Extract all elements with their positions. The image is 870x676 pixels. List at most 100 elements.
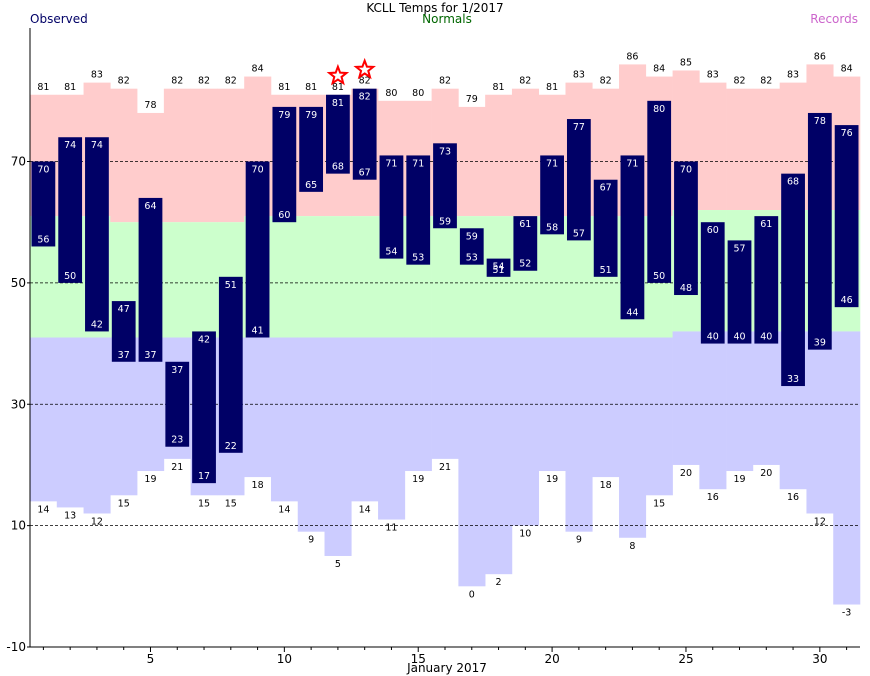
record-high-label: 82 bbox=[733, 76, 745, 87]
y-tick-label: 70 bbox=[11, 155, 26, 169]
record-high-label: 82 bbox=[359, 76, 371, 87]
observed-high-label: 71 bbox=[546, 158, 558, 169]
record-low-band bbox=[83, 337, 111, 514]
observed-low-label: 37 bbox=[144, 350, 156, 361]
observed-bar bbox=[352, 88, 377, 180]
observed-low-label: 46 bbox=[841, 295, 853, 306]
normal-band bbox=[351, 216, 379, 338]
observed-high-label: 57 bbox=[733, 243, 745, 254]
record-low-band bbox=[592, 337, 620, 478]
record-high-band bbox=[511, 88, 540, 217]
record-low-label: 19 bbox=[144, 474, 156, 485]
observed-bar bbox=[566, 119, 591, 241]
record-high-label: 80 bbox=[412, 88, 424, 99]
record-low-label: 20 bbox=[760, 468, 772, 479]
observed-bars bbox=[31, 88, 859, 484]
record-low-label: 21 bbox=[171, 462, 183, 473]
observed-bar bbox=[647, 100, 672, 283]
record-low-label: 10 bbox=[519, 529, 531, 540]
observed-low-label: 65 bbox=[305, 180, 317, 191]
observed-bar bbox=[620, 155, 645, 320]
record-low-band bbox=[297, 337, 325, 532]
record-low-label: -3 bbox=[842, 608, 851, 619]
observed-low-label: 51 bbox=[600, 265, 612, 276]
record-low-band bbox=[511, 337, 540, 526]
x-tick-label: 5 bbox=[147, 652, 155, 666]
record-star-icon bbox=[326, 63, 350, 86]
record-low-label: 15 bbox=[225, 498, 237, 509]
observed-bar bbox=[111, 301, 136, 362]
record-high-label: 81 bbox=[305, 82, 317, 93]
record-low-band bbox=[672, 331, 700, 465]
record-low-label: 14 bbox=[278, 504, 290, 515]
observed-bar bbox=[58, 137, 83, 283]
record-low-label: 13 bbox=[64, 510, 76, 521]
record-high-label: 83 bbox=[91, 70, 103, 81]
record-low-label: 16 bbox=[707, 492, 719, 503]
chart-title: KCLL Temps for 1/2017 bbox=[366, 1, 503, 15]
record-high-label: 80 bbox=[385, 88, 397, 99]
observed-bar bbox=[540, 155, 564, 235]
observed-high-label: 59 bbox=[466, 231, 478, 242]
observed-low-label: 42 bbox=[91, 319, 103, 330]
normal-band bbox=[431, 216, 459, 338]
observed-low-label: 40 bbox=[707, 332, 719, 343]
observed-low-label: 39 bbox=[814, 338, 826, 349]
observed-low-label: 57 bbox=[573, 228, 585, 239]
observed-high-label: 76 bbox=[841, 128, 853, 139]
record-low-band bbox=[110, 337, 138, 496]
observed-high-label: 70 bbox=[37, 165, 49, 176]
normal-band bbox=[297, 216, 325, 338]
observed-bar bbox=[754, 216, 779, 344]
observed-high-label: 78 bbox=[814, 116, 826, 127]
record-low-band bbox=[645, 337, 673, 496]
record-high-label: 82 bbox=[519, 76, 531, 87]
record-low-band bbox=[726, 331, 754, 472]
record-low-band bbox=[244, 337, 272, 478]
record-low-label: 9 bbox=[576, 535, 582, 546]
legend-records: Records bbox=[810, 12, 858, 26]
observed-high-label: 60 bbox=[707, 225, 719, 236]
record-low-band bbox=[270, 337, 299, 502]
record-low-label: 19 bbox=[546, 474, 558, 485]
observed-bar bbox=[192, 331, 216, 484]
observed-high-label: 54 bbox=[493, 262, 505, 273]
observed-high-label: 71 bbox=[385, 158, 397, 169]
observed-low-label: 37 bbox=[118, 350, 130, 361]
observed-bar bbox=[486, 258, 511, 277]
observed-high-label: 71 bbox=[412, 158, 424, 169]
observed-high-label: 42 bbox=[198, 334, 210, 345]
observed-low-label: 54 bbox=[385, 247, 397, 258]
observed-high-label: 80 bbox=[653, 104, 665, 115]
observed-bar bbox=[700, 222, 725, 344]
observed-high-label: 79 bbox=[305, 110, 317, 121]
record-high-label: 85 bbox=[680, 57, 692, 68]
x-tick-label: 10 bbox=[277, 652, 292, 666]
data-labels: 7056811474508113744283124737821564377819… bbox=[37, 51, 852, 618]
observed-bar bbox=[85, 137, 109, 332]
observed-low-label: 33 bbox=[787, 374, 799, 385]
record-high-band bbox=[726, 88, 754, 211]
record-low-band bbox=[485, 337, 513, 575]
normal-band bbox=[163, 222, 191, 338]
record-low-label: 21 bbox=[439, 462, 451, 473]
observed-high-label: 61 bbox=[760, 219, 772, 230]
y-tick-label: -10 bbox=[6, 640, 26, 654]
record-high-label: 81 bbox=[546, 82, 558, 93]
record-high-band bbox=[699, 82, 727, 211]
observed-bar bbox=[406, 155, 431, 265]
record-high-label: 81 bbox=[332, 82, 344, 93]
observed-high-label: 74 bbox=[91, 140, 103, 151]
record-high-label: 81 bbox=[493, 82, 505, 93]
x-tick-label: 20 bbox=[544, 652, 559, 666]
record-high-label: 84 bbox=[841, 64, 853, 75]
observed-bar bbox=[727, 240, 752, 344]
observed-low-label: 44 bbox=[626, 307, 638, 318]
record-high-label: 82 bbox=[439, 76, 451, 87]
observed-bar bbox=[807, 112, 832, 350]
record-high-label: 81 bbox=[37, 82, 49, 93]
record-high-label: 83 bbox=[707, 70, 719, 81]
observed-low-label: 48 bbox=[680, 283, 692, 294]
observed-low-label: 52 bbox=[519, 259, 531, 270]
